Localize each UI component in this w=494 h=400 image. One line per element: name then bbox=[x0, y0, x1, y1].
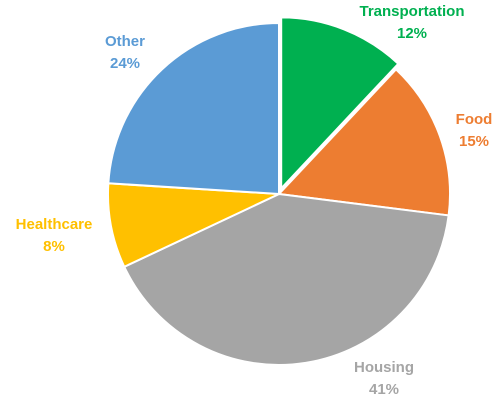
slice-label: Healthcare bbox=[16, 216, 93, 233]
pie-slice bbox=[122, 192, 450, 366]
pie-slice bbox=[280, 16, 400, 191]
pie-slice bbox=[276, 67, 451, 217]
slice-label: Food bbox=[456, 111, 493, 128]
pie-slice bbox=[107, 21, 280, 196]
slice-value-label: 41% bbox=[369, 381, 399, 398]
slice-value-label: 15% bbox=[459, 133, 489, 150]
slice-label: Housing bbox=[354, 359, 414, 376]
slice-value-label: 12% bbox=[397, 25, 427, 42]
slice-value-label: 24% bbox=[110, 55, 140, 72]
slice-label: Transportation bbox=[359, 3, 464, 20]
slice-label: Other bbox=[105, 33, 145, 50]
slice-value-label: 8% bbox=[43, 238, 65, 255]
